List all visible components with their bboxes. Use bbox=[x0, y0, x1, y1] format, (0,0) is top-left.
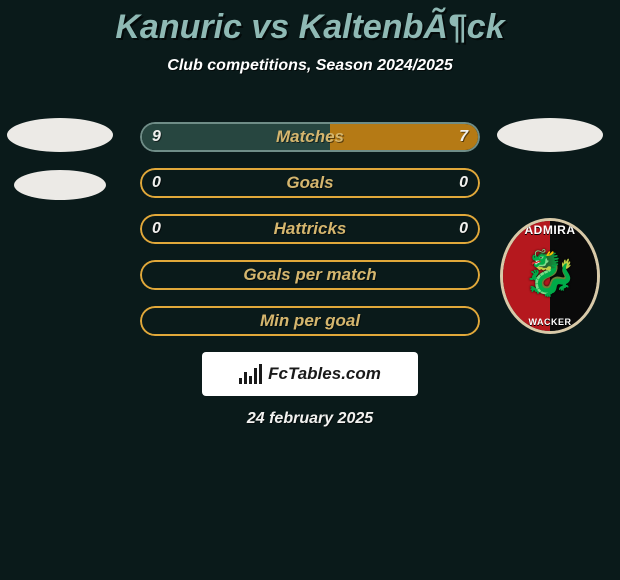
stat-label: Goals bbox=[140, 168, 480, 198]
page-title: Kanuric vs KaltenbÃ¶ck bbox=[0, 0, 620, 47]
stat-label: Min per goal bbox=[140, 306, 480, 336]
watermark-bars-icon bbox=[239, 364, 262, 384]
watermark-text: FcTables.com bbox=[268, 364, 381, 384]
watermark-badge: FcTables.com bbox=[202, 352, 418, 396]
generated-date: 24 february 2025 bbox=[0, 410, 620, 428]
right-player-column: ADMIRA 🐉 WACKER bbox=[490, 118, 610, 334]
stat-row: Goals per match bbox=[140, 260, 480, 290]
stat-row: Min per goal bbox=[140, 306, 480, 336]
stat-label: Matches bbox=[140, 122, 480, 152]
stat-label: Goals per match bbox=[140, 260, 480, 290]
right-player-photo-placeholder bbox=[497, 118, 603, 152]
left-player-column bbox=[0, 118, 120, 218]
stat-label: Hattricks bbox=[140, 214, 480, 244]
badge-sub-text: WACKER bbox=[503, 317, 597, 327]
left-club-badge-placeholder bbox=[14, 170, 106, 200]
badge-dragon-icon: 🐉 bbox=[523, 247, 578, 299]
left-player-photo-placeholder bbox=[7, 118, 113, 152]
stat-row: 00Goals bbox=[140, 168, 480, 198]
right-club-badge: ADMIRA 🐉 WACKER bbox=[500, 218, 600, 334]
stat-row: 97Matches bbox=[140, 122, 480, 152]
page-subtitle: Club competitions, Season 2024/2025 bbox=[0, 57, 620, 75]
badge-arc-text: ADMIRA bbox=[503, 223, 597, 237]
stats-bars: 97Matches 00Goals 00Hattricks Goals per mat… bbox=[140, 122, 480, 352]
stat-row: 00Hattricks bbox=[140, 214, 480, 244]
